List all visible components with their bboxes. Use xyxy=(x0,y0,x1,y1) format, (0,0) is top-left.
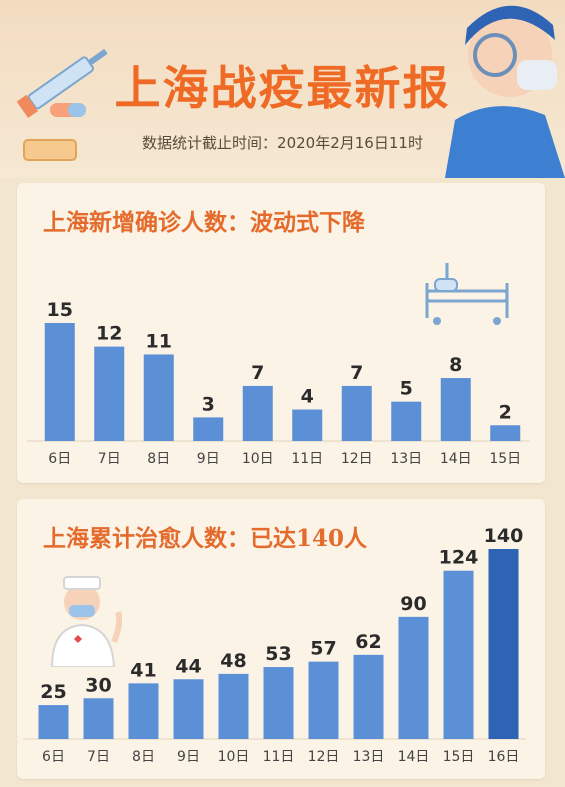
bar-value-label: 8 xyxy=(449,354,462,376)
new-cases-panel: 上海新增确诊人数：波动式下降 15 6日 12 7日 11 8日 3 9日 7 10日 4 11日 7 1… xyxy=(17,183,545,483)
recovered-chart: 25 6日 30 7日 41 8日 44 9日 48 10日 53 11日 57 12日 62 13日 90 14… xyxy=(23,525,526,765)
category-label: 9日 xyxy=(197,451,220,467)
bar xyxy=(44,323,75,441)
bar xyxy=(443,570,474,739)
nurse-icon xyxy=(50,576,122,667)
recovered-chart-title: 上海累计治愈人数：已达140人 xyxy=(43,525,368,552)
page-title: 上海战疫最新报 xyxy=(114,61,451,115)
doctor-icon xyxy=(445,5,565,178)
recovered-panel: 上海累计治愈人数：已达140人 25 6日 30 7日 41 8日 44 9日 48 10日 53 1… xyxy=(17,499,545,779)
category-label: 15日 xyxy=(443,749,475,765)
bar-value-label: 11 xyxy=(146,330,172,352)
bar-value-label: 48 xyxy=(220,650,246,672)
bar xyxy=(490,425,521,441)
category-label: 15日 xyxy=(489,451,521,467)
bar-value-label: 30 xyxy=(85,674,111,696)
bar-value-label: 140 xyxy=(484,525,524,547)
syringe-icon xyxy=(16,48,108,119)
category-label: 6日 xyxy=(42,749,65,765)
bar-value-label: 2 xyxy=(499,401,512,423)
bar xyxy=(128,683,159,739)
bar-value-label: 53 xyxy=(265,643,291,665)
bar xyxy=(308,661,339,739)
bar-value-label: 12 xyxy=(96,323,122,345)
capsule-icon xyxy=(23,139,77,161)
category-label: 13日 xyxy=(353,749,385,765)
bar xyxy=(83,698,114,739)
pill-icon xyxy=(50,103,86,117)
bar xyxy=(263,667,294,739)
category-label: 11日 xyxy=(263,749,295,765)
category-label: 6日 xyxy=(48,451,71,467)
bar xyxy=(488,549,519,739)
bar-value-label: 90 xyxy=(400,593,426,615)
bar xyxy=(398,616,429,739)
bar xyxy=(38,705,69,739)
category-label: 14日 xyxy=(398,749,430,765)
category-label: 12日 xyxy=(308,749,340,765)
header-banner: 上海战疫最新报 数据统计截止时间：2020年2月16日11时 xyxy=(0,0,565,178)
category-label: 11日 xyxy=(291,451,323,467)
category-label: 9日 xyxy=(177,749,200,765)
bar xyxy=(94,346,125,441)
bar xyxy=(292,409,323,441)
category-label: 13日 xyxy=(390,451,422,467)
new-cases-chart: 15 6日 12 7日 11 8日 3 9日 7 10日 4 11日 7 12日 5 13日 8 14日 2 15日 xyxy=(27,299,530,467)
new-cases-chart-title: 上海新增确诊人数：波动式下降 xyxy=(43,209,365,236)
category-label: 7日 xyxy=(87,749,110,765)
category-label: 16日 xyxy=(488,749,520,765)
bar-value-label: 44 xyxy=(175,655,201,677)
bar xyxy=(391,401,422,441)
bar-value-label: 4 xyxy=(301,386,314,408)
bar xyxy=(341,385,372,441)
bar-value-label: 25 xyxy=(40,681,66,703)
hospital-bed-icon xyxy=(425,263,509,325)
category-label: 14日 xyxy=(440,451,472,467)
category-label: 10日 xyxy=(242,451,274,467)
bar xyxy=(218,673,249,739)
bar xyxy=(143,354,174,441)
bar xyxy=(353,654,384,739)
bar-value-label: 7 xyxy=(350,362,363,384)
bar-value-label: 124 xyxy=(439,547,479,569)
page-subtitle: 数据统计截止时间：2020年2月16日11时 xyxy=(142,134,423,152)
bar xyxy=(242,385,273,441)
category-label: 12日 xyxy=(341,451,373,467)
bar xyxy=(173,679,204,739)
bar xyxy=(440,378,471,441)
bar-value-label: 3 xyxy=(202,393,215,415)
bar-value-label: 62 xyxy=(355,631,381,653)
bar-value-label: 41 xyxy=(130,659,156,681)
category-label: 10日 xyxy=(218,749,250,765)
bar-value-label: 7 xyxy=(251,362,264,384)
category-label: 7日 xyxy=(98,451,121,467)
category-label: 8日 xyxy=(132,749,155,765)
category-label: 8日 xyxy=(147,451,170,467)
bar xyxy=(193,417,224,441)
bar-value-label: 5 xyxy=(400,378,413,400)
bar-value-label: 15 xyxy=(47,299,73,321)
bar-value-label: 57 xyxy=(310,638,336,660)
